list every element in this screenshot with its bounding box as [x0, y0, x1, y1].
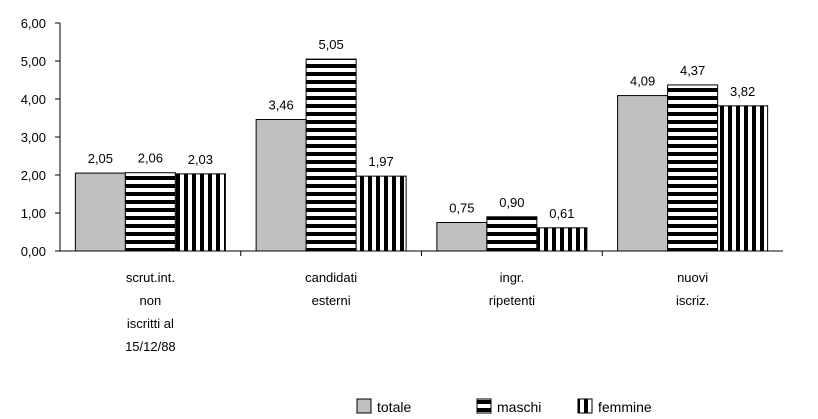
data-label: 5,05 — [318, 37, 343, 52]
y-tick-label: 5,00 — [21, 54, 46, 69]
y-tick-label: 0,00 — [21, 244, 46, 259]
category-label: ingr. — [500, 270, 525, 285]
legend-swatch-femmine — [577, 398, 593, 414]
legend-label-maschi: maschi — [497, 399, 541, 415]
category-label: iscritti al — [127, 316, 174, 331]
legend-swatch-maschi — [476, 398, 492, 414]
bar-maschi — [124, 172, 176, 252]
data-label: 1,97 — [368, 154, 393, 169]
category-label: ripetenti — [489, 293, 535, 308]
data-label: 0,90 — [499, 195, 524, 210]
data-label: 3,46 — [268, 98, 293, 113]
category-label: scrut.int. — [126, 270, 175, 285]
category-label: candidati — [305, 270, 357, 285]
category-label: iscriz. — [676, 293, 709, 308]
bar-totale — [436, 222, 488, 252]
data-label: 2,05 — [88, 151, 113, 166]
data-label: 0,75 — [449, 201, 474, 216]
bar-femmine — [355, 175, 407, 252]
category-labels: scrut.int. non iscritti al 15/12/88 candidat… — [125, 270, 709, 354]
bar-maschi — [305, 58, 357, 252]
data-label: 0,61 — [549, 206, 574, 221]
data-label: 4,09 — [630, 74, 655, 89]
bar-totale — [617, 95, 669, 252]
data-label: 2,06 — [138, 151, 163, 166]
bar-maschi — [667, 84, 719, 252]
y-tick-label: 4,00 — [21, 92, 46, 107]
legend-label-femmine: femmine — [598, 399, 652, 415]
category-label: esterni — [312, 293, 351, 308]
bar-totale — [74, 172, 126, 252]
y-tick-label: 2,00 — [21, 168, 46, 183]
category-label: non — [140, 293, 162, 308]
data-labels: 2,05 2,06 2,03 3,46 5,05 1,97 0,75 0,90 0,61 4,09… — [88, 37, 756, 221]
y-tick-label: 1,00 — [21, 206, 46, 221]
data-label: 2,03 — [188, 152, 213, 167]
category-label: nuovi — [677, 270, 708, 285]
y-tick-label: 3,00 — [21, 130, 46, 145]
bar-maschi — [486, 216, 538, 252]
bar-femmine — [717, 105, 769, 252]
legend-label-totale: totale — [377, 399, 411, 415]
category-label: 15/12/88 — [125, 339, 176, 354]
y-tick-label: 6,00 — [21, 16, 46, 31]
data-label: 4,37 — [680, 63, 705, 78]
data-label: 3,82 — [730, 84, 755, 99]
bar-femmine — [536, 227, 588, 252]
bars — [74, 58, 769, 252]
bar-totale — [255, 119, 307, 252]
legend-swatch-totale — [356, 398, 372, 414]
legend: totale maschi femmine — [356, 398, 652, 415]
bar-femmine — [174, 173, 226, 252]
